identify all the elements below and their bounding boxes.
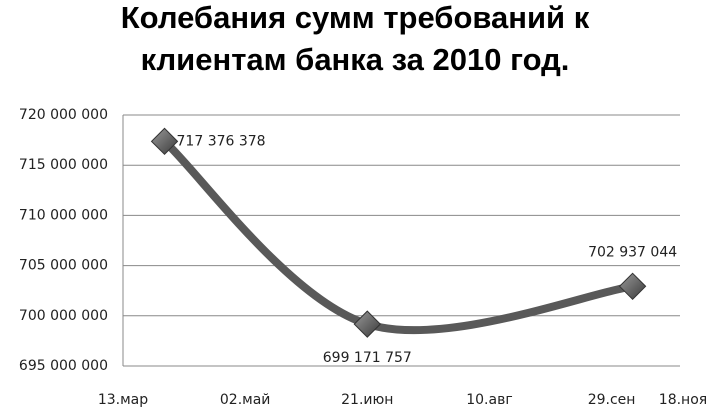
marker <box>150 127 179 156</box>
chart-title: Колебания сумм требований к <box>121 0 590 35</box>
y-tick-label: 695 000 000 <box>19 358 108 374</box>
x-tick-label: 21.июн <box>341 392 393 408</box>
x-tick-label: 02.май <box>220 392 271 408</box>
y-tick-label: 700 000 000 <box>19 308 108 324</box>
x-tick-label: 18.ноя <box>659 392 707 408</box>
y-tick-label: 705 000 000 <box>19 258 108 274</box>
data-label: 702 937 044 <box>588 244 677 260</box>
marker <box>353 310 382 338</box>
marker <box>618 272 647 301</box>
data-label: 699 171 757 <box>323 350 412 366</box>
x-tick-label: 10.авг <box>466 392 512 408</box>
line <box>160 137 637 335</box>
y-tick-label: 710 000 000 <box>19 207 108 223</box>
y-tick-label: 720 000 000 <box>19 107 108 123</box>
chart-title: клиентам банка за 2010 год. <box>141 42 570 77</box>
x-tick-label: 13.мар <box>98 392 148 408</box>
data-label: 717 376 378 <box>177 133 266 149</box>
y-tick-label: 715 000 000 <box>19 157 108 173</box>
x-tick-label: 29.сен <box>588 392 636 408</box>
